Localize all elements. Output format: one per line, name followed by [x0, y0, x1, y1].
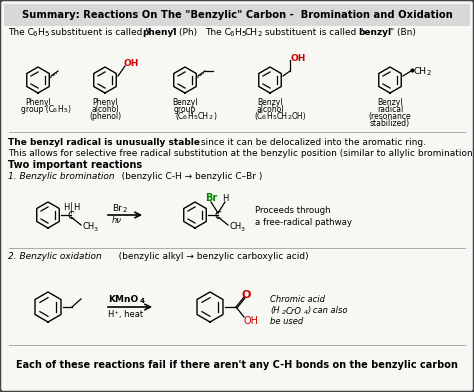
Text: 5: 5: [273, 115, 277, 120]
Text: C: C: [68, 211, 74, 221]
Text: The C: The C: [205, 27, 231, 36]
Text: 2: 2: [209, 115, 213, 120]
Text: hν: hν: [112, 216, 122, 225]
Text: 5: 5: [44, 31, 48, 37]
Text: CH: CH: [277, 112, 288, 121]
Text: The C: The C: [8, 27, 34, 36]
Text: " (Ph): " (Ph): [172, 27, 197, 36]
Text: (H: (H: [270, 307, 280, 316]
Text: CH: CH: [230, 221, 242, 230]
Text: 2. Benzylic oxidation: 2. Benzylic oxidation: [8, 252, 102, 261]
Bar: [4, 4, 470, 26]
Text: ): ): [67, 105, 70, 114]
Text: Phenyl: Phenyl: [92, 98, 118, 107]
Text: The benzyl radical is unusually stable: The benzyl radical is unusually stable: [8, 138, 200, 147]
Text: Each of these reactions fail if there aren't any C-H bonds on the benzylic carbo: Each of these reactions fail if there ar…: [16, 360, 458, 370]
Text: 2: 2: [123, 207, 128, 213]
Text: CH: CH: [83, 221, 95, 230]
Text: 2: 2: [288, 115, 292, 120]
Text: 4: 4: [304, 310, 308, 316]
Text: OH: OH: [291, 53, 306, 62]
Text: 3: 3: [241, 227, 245, 232]
Text: Br: Br: [112, 203, 122, 212]
Text: H: H: [73, 203, 79, 212]
Text: Benzyl: Benzyl: [172, 98, 198, 107]
Text: a free-radical pathway: a free-radical pathway: [255, 218, 352, 227]
Text: Benzyl: Benzyl: [257, 98, 283, 107]
Text: OH: OH: [244, 316, 259, 326]
Text: H: H: [234, 27, 241, 36]
Text: group (C: group (C: [21, 105, 55, 114]
Text: substituent is called ": substituent is called ": [262, 27, 364, 36]
Text: (resonance: (resonance: [369, 112, 411, 121]
Text: " (Bn): " (Bn): [390, 27, 416, 36]
Text: CH: CH: [414, 67, 427, 76]
Text: 6: 6: [230, 31, 235, 37]
Text: H: H: [222, 194, 228, 203]
Text: 2: 2: [258, 31, 263, 37]
Text: alcohol: alcohol: [256, 105, 284, 114]
Text: substituent is called ": substituent is called ": [48, 27, 149, 36]
Text: (C: (C: [175, 112, 183, 121]
Text: H: H: [63, 203, 69, 212]
Text: 5: 5: [64, 108, 68, 113]
Text: 5: 5: [241, 31, 246, 37]
Text: alcohol: alcohol: [91, 105, 119, 114]
Text: 6: 6: [183, 115, 187, 120]
Text: CH: CH: [245, 27, 258, 36]
Text: Two important reactions: Two important reactions: [8, 160, 142, 170]
Text: phenyl: phenyl: [142, 27, 176, 36]
Text: KMnO: KMnO: [108, 294, 138, 303]
Text: ): ): [213, 112, 216, 121]
Text: radical: radical: [377, 105, 403, 114]
Text: O: O: [241, 290, 251, 300]
Text: benzyl: benzyl: [358, 27, 391, 36]
Text: (phenol): (phenol): [89, 112, 121, 121]
Text: 5: 5: [194, 115, 198, 120]
Text: H: H: [37, 27, 44, 36]
Text: Proceeds through: Proceeds through: [255, 205, 331, 214]
Text: be used: be used: [270, 316, 303, 325]
Text: CrO: CrO: [286, 307, 302, 316]
Text: CH: CH: [198, 112, 209, 121]
Text: since it can be delocalized into the aromatic ring.: since it can be delocalized into the aro…: [198, 138, 426, 147]
Text: OH: OH: [124, 58, 139, 67]
Text: group: group: [174, 105, 196, 114]
Text: 3: 3: [94, 227, 98, 232]
Text: (C: (C: [254, 112, 262, 121]
Text: Phenyl: Phenyl: [25, 98, 51, 107]
Text: H⁺, heat: H⁺, heat: [108, 310, 143, 318]
Text: H: H: [187, 112, 193, 121]
Text: Br: Br: [205, 193, 217, 203]
Text: C: C: [215, 211, 221, 221]
Text: OH): OH): [292, 112, 307, 121]
Text: 6: 6: [33, 31, 37, 37]
Text: 2: 2: [427, 70, 431, 76]
Text: 4: 4: [140, 298, 145, 304]
Text: Summary: Reactions On The "Benzylic" Carbon -  Bromination and Oxidation: Summary: Reactions On The "Benzylic" Car…: [22, 10, 452, 20]
Text: This allows for selective free radical substitution at the benzylic position (si: This allows for selective free radical s…: [8, 149, 474, 158]
Text: 2: 2: [282, 310, 286, 316]
Text: 1. Benzylic bromination: 1. Benzylic bromination: [8, 172, 115, 181]
Text: ) can also: ) can also: [308, 307, 348, 316]
Text: H: H: [266, 112, 272, 121]
Text: stabilized): stabilized): [370, 119, 410, 128]
Text: 6: 6: [53, 108, 57, 113]
Text: (benzylic C-H → benzylic C–Br ): (benzylic C-H → benzylic C–Br ): [113, 172, 263, 181]
Text: H: H: [57, 105, 63, 114]
Text: Benzyl: Benzyl: [377, 98, 403, 107]
Text: 6: 6: [262, 115, 266, 120]
Text: Chromic acid: Chromic acid: [270, 294, 325, 303]
Text: (benzylic alkyl → benzylic carboxylic acid): (benzylic alkyl → benzylic carboxylic ac…: [110, 252, 309, 261]
